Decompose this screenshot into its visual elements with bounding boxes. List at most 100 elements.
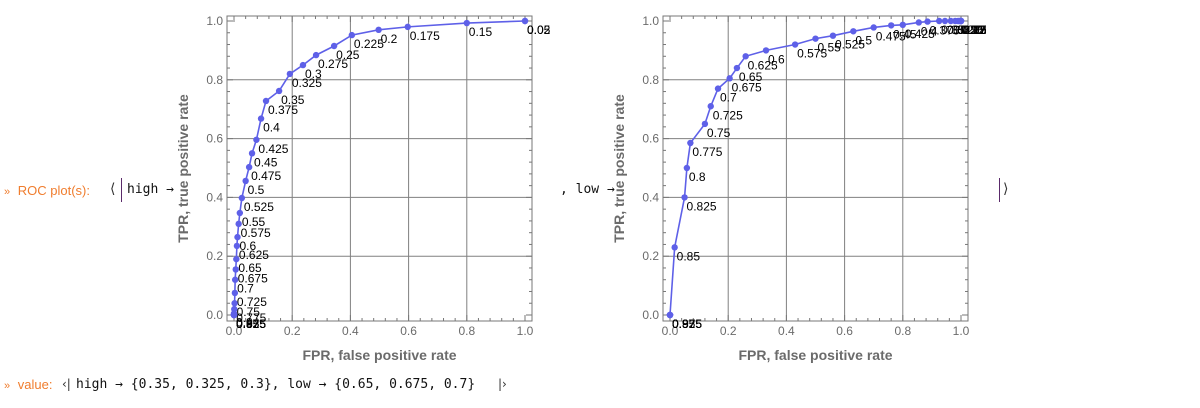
threshold-label: 0.5 <box>248 183 265 197</box>
roc-point <box>733 64 741 72</box>
x-tick-label: 0.8 <box>894 324 911 338</box>
roc-point <box>666 311 674 319</box>
x-axis-label: FPR, false positive rate <box>302 347 456 363</box>
roc-point <box>257 115 265 122</box>
threshold-label: 0.6 <box>239 239 256 253</box>
threshold-label: 0.8 <box>236 316 253 330</box>
roc-point <box>850 28 857 35</box>
threshold-label: 0.325 <box>292 76 322 90</box>
x-axis-label: FPR, false positive rate <box>738 347 892 363</box>
x-tick-label: 0.8 <box>458 324 475 338</box>
roc-point <box>234 233 241 241</box>
output-chevron-icon: » <box>4 186 11 198</box>
threshold-label: 0.85 <box>677 249 701 263</box>
threshold-label: 0.375 <box>930 24 960 38</box>
y-tick-label: 0.4 <box>642 190 659 204</box>
threshold-label: 0.625 <box>239 248 269 262</box>
threshold-label: 0.25 <box>336 48 360 62</box>
roc-point <box>231 300 238 307</box>
roc-point <box>404 23 411 31</box>
y-tick-label: 0.6 <box>642 132 659 146</box>
roc-point <box>707 103 714 110</box>
association-edit-bar <box>121 178 122 202</box>
roc-point <box>312 51 320 59</box>
threshold-label: 0.725 <box>713 108 743 122</box>
x-tick-label: 0.6 <box>836 324 853 338</box>
threshold-label: 0.8 <box>689 170 706 184</box>
x-tick-label: 1.0 <box>953 324 970 338</box>
roc-point <box>915 19 923 26</box>
value-label: value: <box>17 377 53 392</box>
roc-plots-label: ROC plot(s): <box>17 183 90 198</box>
roc-point <box>286 70 294 78</box>
roc-point <box>812 35 819 42</box>
key-low: , low → <box>560 182 615 197</box>
x-tick-label: 1.0 <box>517 324 534 338</box>
threshold-label: 0.4 <box>921 24 938 38</box>
threshold-label: 0.35 <box>281 93 305 107</box>
key-high: high → <box>127 182 174 197</box>
threshold-label: 0.15 <box>469 25 493 39</box>
threshold-label: 0.25 <box>960 23 984 37</box>
x-tick-label: 0.2 <box>284 324 301 338</box>
threshold-label: 0.675 <box>238 271 268 285</box>
threshold-label: 0.05 <box>963 23 986 37</box>
threshold-label: 0.2 <box>963 23 980 37</box>
threshold-label: 0.425 <box>905 27 935 41</box>
threshold-label: 0.525 <box>835 38 865 52</box>
threshold-label: 0.575 <box>241 226 271 240</box>
value-close-bracket: |› <box>498 377 507 391</box>
threshold-label: 0.825 <box>687 199 717 213</box>
roc-curve-line <box>233 20 526 315</box>
threshold-label: 0.625 <box>748 58 778 72</box>
roc-point <box>701 120 709 128</box>
threshold-label: 0.175 <box>410 29 440 43</box>
threshold-label: 0.475 <box>876 29 906 43</box>
threshold-label: 0.15 <box>963 23 986 37</box>
threshold-label: 0.75 <box>237 305 261 319</box>
threshold-label: 0.025 <box>963 23 986 37</box>
threshold-label: 0.025 <box>527 23 550 37</box>
roc-point <box>681 194 688 201</box>
threshold-label: 0.45 <box>254 155 278 169</box>
output-chevron-icon: » <box>4 380 11 392</box>
roc-point <box>687 139 694 147</box>
threshold-label: 0.6 <box>768 52 785 66</box>
x-tick-label: 0.6 <box>400 324 417 338</box>
roc-plot-high: 0.0 0.2 0.4 0.6 0.8 1.0 0.0 0.2 0.4 0.6 0.8 1.0 FPR,… <box>175 14 550 363</box>
threshold-label: 0.775 <box>692 145 722 159</box>
roc-point <box>275 87 283 95</box>
roc-point <box>232 266 239 273</box>
y-tick-label: 0.2 <box>206 249 223 263</box>
threshold-label: 0.175 <box>963 23 986 37</box>
threshold-label: 0.3 <box>953 23 970 37</box>
roc-point <box>230 311 238 319</box>
value-open-bracket: ‹| <box>62 377 71 391</box>
roc-point <box>714 85 722 92</box>
roc-point <box>235 220 242 228</box>
threshold-label: 0.925 <box>236 317 266 331</box>
threshold-label: 0.875 <box>236 317 266 331</box>
association-edit-bar-end <box>999 178 1000 202</box>
y-tick-label: 0.0 <box>642 308 659 322</box>
threshold-label: 0.575 <box>797 47 827 61</box>
roc-point <box>245 163 253 171</box>
threshold-label: 0.975 <box>672 317 702 331</box>
threshold-label: 0.425 <box>258 142 288 156</box>
roc-point <box>375 26 382 34</box>
roc-curve-line <box>669 20 961 316</box>
roc-point <box>941 17 949 25</box>
threshold-label: 0.275 <box>318 57 348 71</box>
roc-plot-low: 0.0 0.2 0.4 0.6 0.8 1.0 0.0 0.2 0.4 0.6 0.8 1.0 FPR,… <box>611 14 986 363</box>
y-tick-label: 0.2 <box>642 249 659 263</box>
value-text: high → {0.35, 0.325, 0.3}, low → {0.65, … <box>76 377 476 392</box>
threshold-label: 0.725 <box>237 295 267 309</box>
roc-point <box>233 255 240 263</box>
threshold-label: 0.55 <box>242 215 266 229</box>
roc-point <box>924 18 931 25</box>
threshold-label: 0.925 <box>672 317 702 331</box>
threshold-label: 0.35 <box>941 23 965 37</box>
threshold-label: 0.75 <box>707 126 731 140</box>
roc-point <box>521 17 529 25</box>
roc-point <box>957 17 965 25</box>
